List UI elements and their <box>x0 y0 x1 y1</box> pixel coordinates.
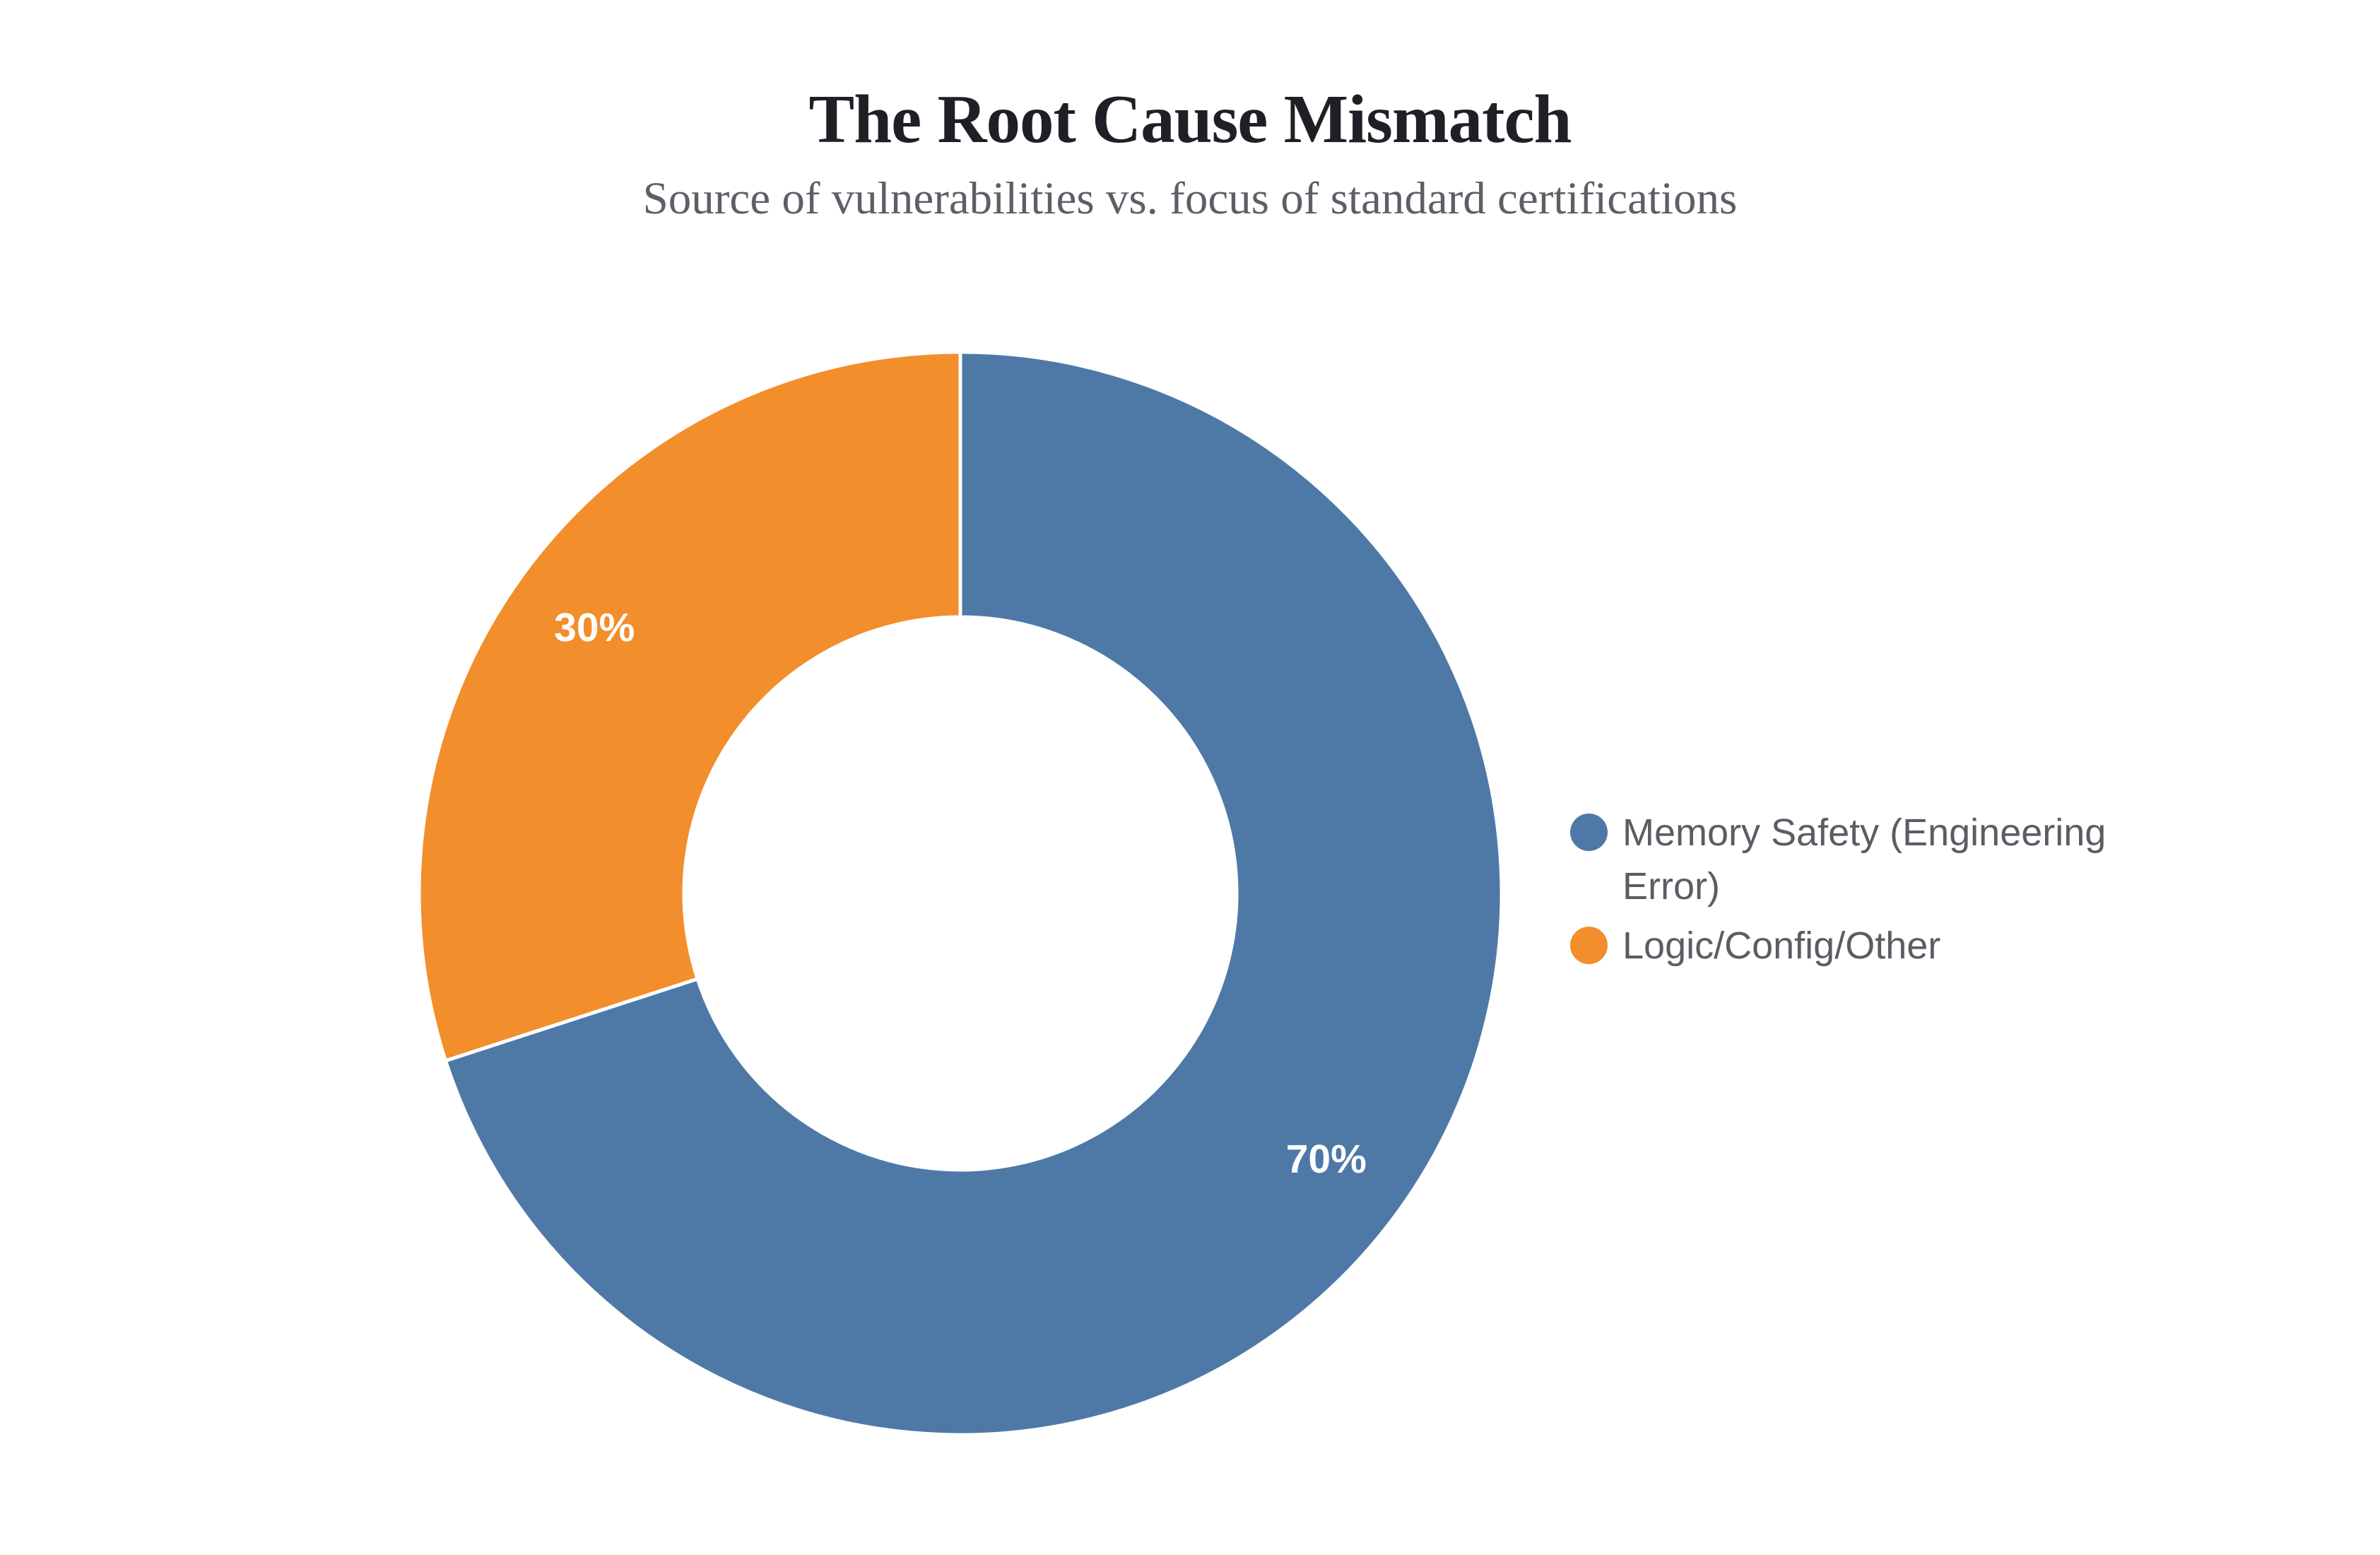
slice-value-label-memory-safety-engineering-error: 70% <box>1286 1137 1367 1182</box>
legend-label-memory-safety-engineering-error: Memory Safety (Engineering Error) <box>1622 811 2107 908</box>
slice-value-label-logic-config-other: 30% <box>554 605 635 650</box>
donut-chart: 70% 30% <box>374 307 1547 1480</box>
legend-swatch-memory-safety-engineering-error <box>1570 814 1608 851</box>
legend-swatch-logic-config-other <box>1570 927 1608 964</box>
legend-item-logic-config-other[interactable]: Logic/Config/Other <box>1570 919 2117 973</box>
legend: Memory Safety (Engineering Error) Logic/C… <box>1570 806 2117 973</box>
chart-title: The Root Cause Mismatch <box>808 81 1572 157</box>
donut-svg: 70% 30% <box>417 350 1504 1437</box>
legend-label-logic-config-other: Logic/Config/Other <box>1622 925 1941 967</box>
legend-item-memory-safety-engineering-error[interactable]: Memory Safety (Engineering Error) <box>1570 806 2117 913</box>
chart-header: The Root Cause Mismatch Source of vulner… <box>0 0 2380 224</box>
chart-subtitle: Source of vulnerabilities vs. focus of s… <box>642 172 1738 224</box>
donut-slice-logic-config-other[interactable] <box>417 350 962 1063</box>
donut-slice-memory-safety-engineering-error[interactable] <box>443 350 1504 1437</box>
